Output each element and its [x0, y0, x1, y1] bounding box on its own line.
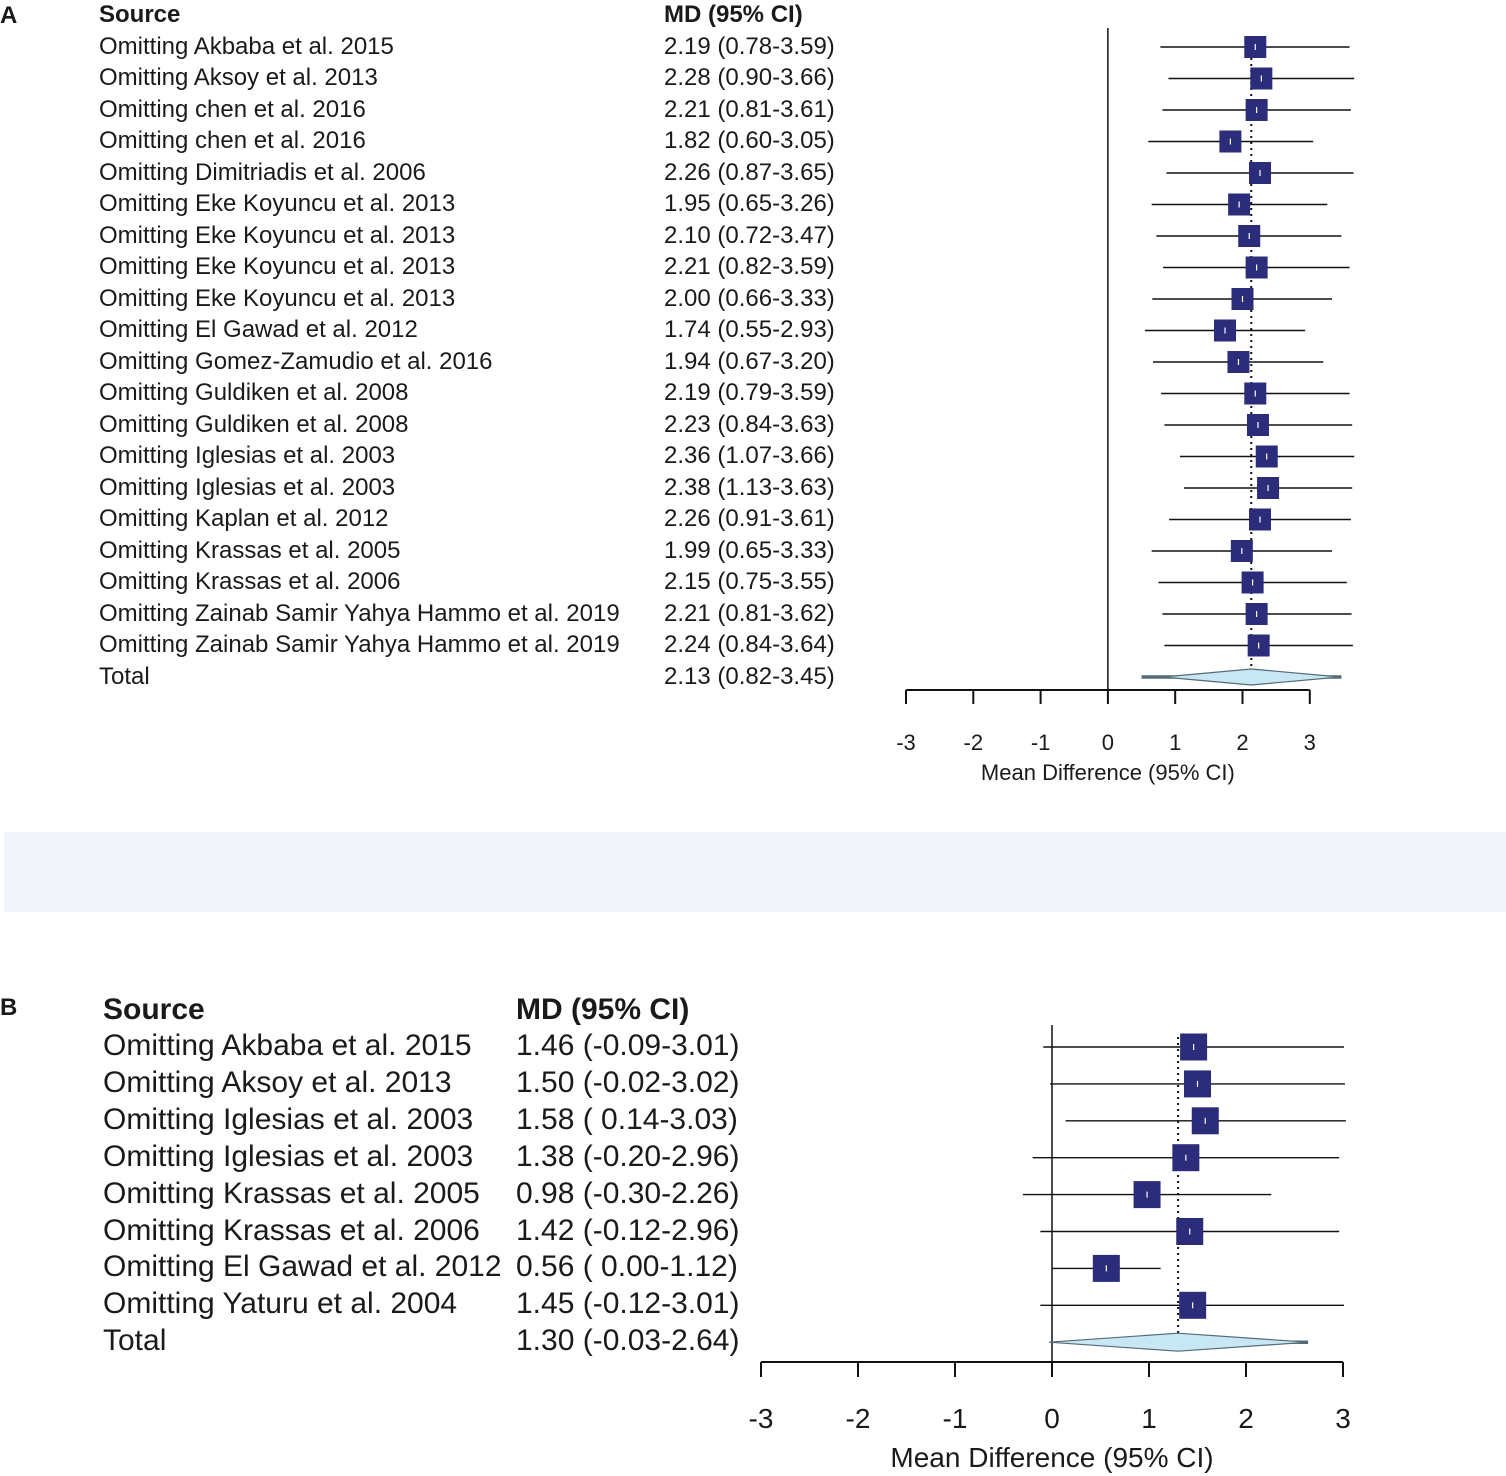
- total-label: Total: [103, 1324, 167, 1358]
- panel-label-a: A: [0, 2, 18, 29]
- study-label: Omitting chen et al. 2016: [99, 95, 366, 123]
- x-tick-label: -3: [896, 730, 916, 755]
- md-value: 2.00 (0.66-3.33): [664, 284, 835, 312]
- md-value: 2.38 (1.13-3.63): [664, 473, 835, 501]
- md-value: 2.23 (0.84-3.63): [664, 410, 835, 438]
- study-label: Omitting Krassas et al. 2005: [99, 536, 401, 564]
- md-value: 1.42 (-0.12-2.96): [516, 1213, 740, 1247]
- x-tick-label: 3: [1335, 1403, 1351, 1434]
- source-header: Source: [103, 993, 205, 1026]
- x-tick-label: -2: [846, 1403, 871, 1434]
- md-value: 2.21 (0.81-3.62): [664, 599, 835, 627]
- md-value: 2.26 (0.91-3.61): [664, 505, 835, 533]
- study-label: Omitting Guldiken et al. 2008: [99, 379, 409, 407]
- study-label: Omitting Krassas et al. 2006: [99, 568, 401, 596]
- study-label: Omitting Dimitriadis et al. 2006: [99, 158, 426, 186]
- study-label: Omitting Zainab Samir Yahya Hammo et al.…: [99, 599, 620, 627]
- study-label: Omitting Iglesias et al. 2003: [103, 1139, 474, 1173]
- md-value: 2.26 (0.87-3.65): [664, 158, 835, 186]
- x-tick-label: 3: [1304, 730, 1316, 755]
- study-label: Omitting Gomez-Zamudio et al. 2016: [99, 347, 493, 375]
- md-value: 2.10 (0.72-3.47): [664, 221, 835, 249]
- pooled-diamond: [1163, 668, 1341, 686]
- x-tick-label: 1: [1169, 730, 1181, 755]
- study-label: Omitting Akbaba et al. 2015: [99, 32, 394, 60]
- study-label: Omitting Aksoy et al. 2013: [99, 64, 378, 92]
- md-value: 2.15 (0.75-3.55): [664, 568, 835, 596]
- study-label: Omitting Iglesias et al. 2003: [103, 1102, 474, 1136]
- x-tick-label: 0: [1044, 1403, 1060, 1434]
- source-header: Source: [99, 0, 181, 28]
- x-tick-label: 1: [1141, 1403, 1157, 1434]
- study-label: Omitting Guldiken et al. 2008: [99, 410, 409, 438]
- panel-label-b: B: [0, 994, 18, 1021]
- md-value: 1.95 (0.65-3.26): [664, 190, 835, 218]
- md-value: 1.46 (-0.09-3.01): [516, 1029, 740, 1062]
- x-axis-title: Mean Difference (95% CI): [890, 1442, 1213, 1473]
- md-header: MD (95% CI): [516, 993, 690, 1026]
- study-label: Omitting El Gawad et al. 2012: [99, 316, 418, 344]
- md-header: MD (95% CI): [664, 0, 803, 28]
- x-tick-label: -1: [943, 1403, 968, 1434]
- md-value: 0.56 ( 0.00-1.12): [516, 1250, 738, 1284]
- md-value: 2.21 (0.81-3.61): [664, 95, 835, 123]
- pooled-diamond: [1049, 1332, 1309, 1352]
- total-label: Total: [99, 662, 150, 690]
- x-tick-label: 0: [1102, 730, 1114, 755]
- x-tick-label: -1: [1031, 730, 1051, 755]
- study-label: Omitting Zainab Samir Yahya Hammo et al.…: [99, 631, 620, 659]
- study-label: Omitting Iglesias et al. 2003: [99, 442, 396, 470]
- md-value: 2.19 (0.78-3.59): [664, 32, 835, 60]
- md-value: 1.58 ( 0.14-3.03): [516, 1102, 738, 1136]
- study-label: Omitting Eke Koyuncu et al. 2013: [99, 253, 456, 281]
- study-label: Omitting Eke Koyuncu et al. 2013: [99, 221, 456, 249]
- md-value: 1.38 (-0.20-2.96): [516, 1139, 740, 1173]
- study-label: Omitting Krassas et al. 2006: [103, 1213, 480, 1247]
- md-value: 2.36 (1.07-3.66): [664, 442, 835, 470]
- study-label: Omitting Iglesias et al. 2003: [99, 473, 396, 501]
- study-label: Omitting Aksoy et al. 2013: [103, 1065, 452, 1099]
- md-value: 2.21 (0.82-3.59): [664, 253, 835, 281]
- md-value: 0.98 (-0.30-2.26): [516, 1176, 740, 1210]
- md-value: 1.82 (0.60-3.05): [664, 127, 835, 155]
- md-value: 1.94 (0.67-3.20): [664, 347, 835, 375]
- md-value: 1.74 (0.55-2.93): [664, 316, 835, 344]
- study-label: Omitting Eke Koyuncu et al. 2013: [99, 190, 456, 218]
- x-tick-label: 2: [1236, 730, 1248, 755]
- md-value: 1.50 (-0.02-3.02): [516, 1065, 740, 1099]
- study-label: Omitting Akbaba et al. 2015: [103, 1029, 472, 1062]
- panel-separator: [4, 832, 1506, 912]
- study-label: Omitting El Gawad et al. 2012: [103, 1250, 502, 1284]
- total-md-value: 2.13 (0.82-3.45): [664, 662, 835, 690]
- study-label: Omitting Yaturu et al. 2004: [103, 1287, 458, 1321]
- study-label: Omitting chen et al. 2016: [99, 127, 366, 155]
- x-tick-label: 2: [1238, 1403, 1254, 1434]
- study-label: Omitting Krassas et al. 2005: [103, 1176, 480, 1210]
- md-value: 2.24 (0.84-3.64): [664, 631, 835, 659]
- md-value: 1.45 (-0.12-3.01): [516, 1287, 740, 1321]
- x-tick-label: -2: [964, 730, 984, 755]
- x-axis-title: Mean Difference (95% CI): [981, 760, 1235, 785]
- md-value: 1.99 (0.65-3.33): [664, 536, 835, 564]
- study-label: Omitting Kaplan et al. 2012: [99, 505, 389, 533]
- x-tick-label: -3: [749, 1403, 774, 1434]
- total-md-value: 1.30 (-0.03-2.64): [516, 1324, 740, 1358]
- study-label: Omitting Eke Koyuncu et al. 2013: [99, 284, 456, 312]
- md-value: 2.28 (0.90-3.66): [664, 64, 835, 92]
- md-value: 2.19 (0.79-3.59): [664, 379, 835, 407]
